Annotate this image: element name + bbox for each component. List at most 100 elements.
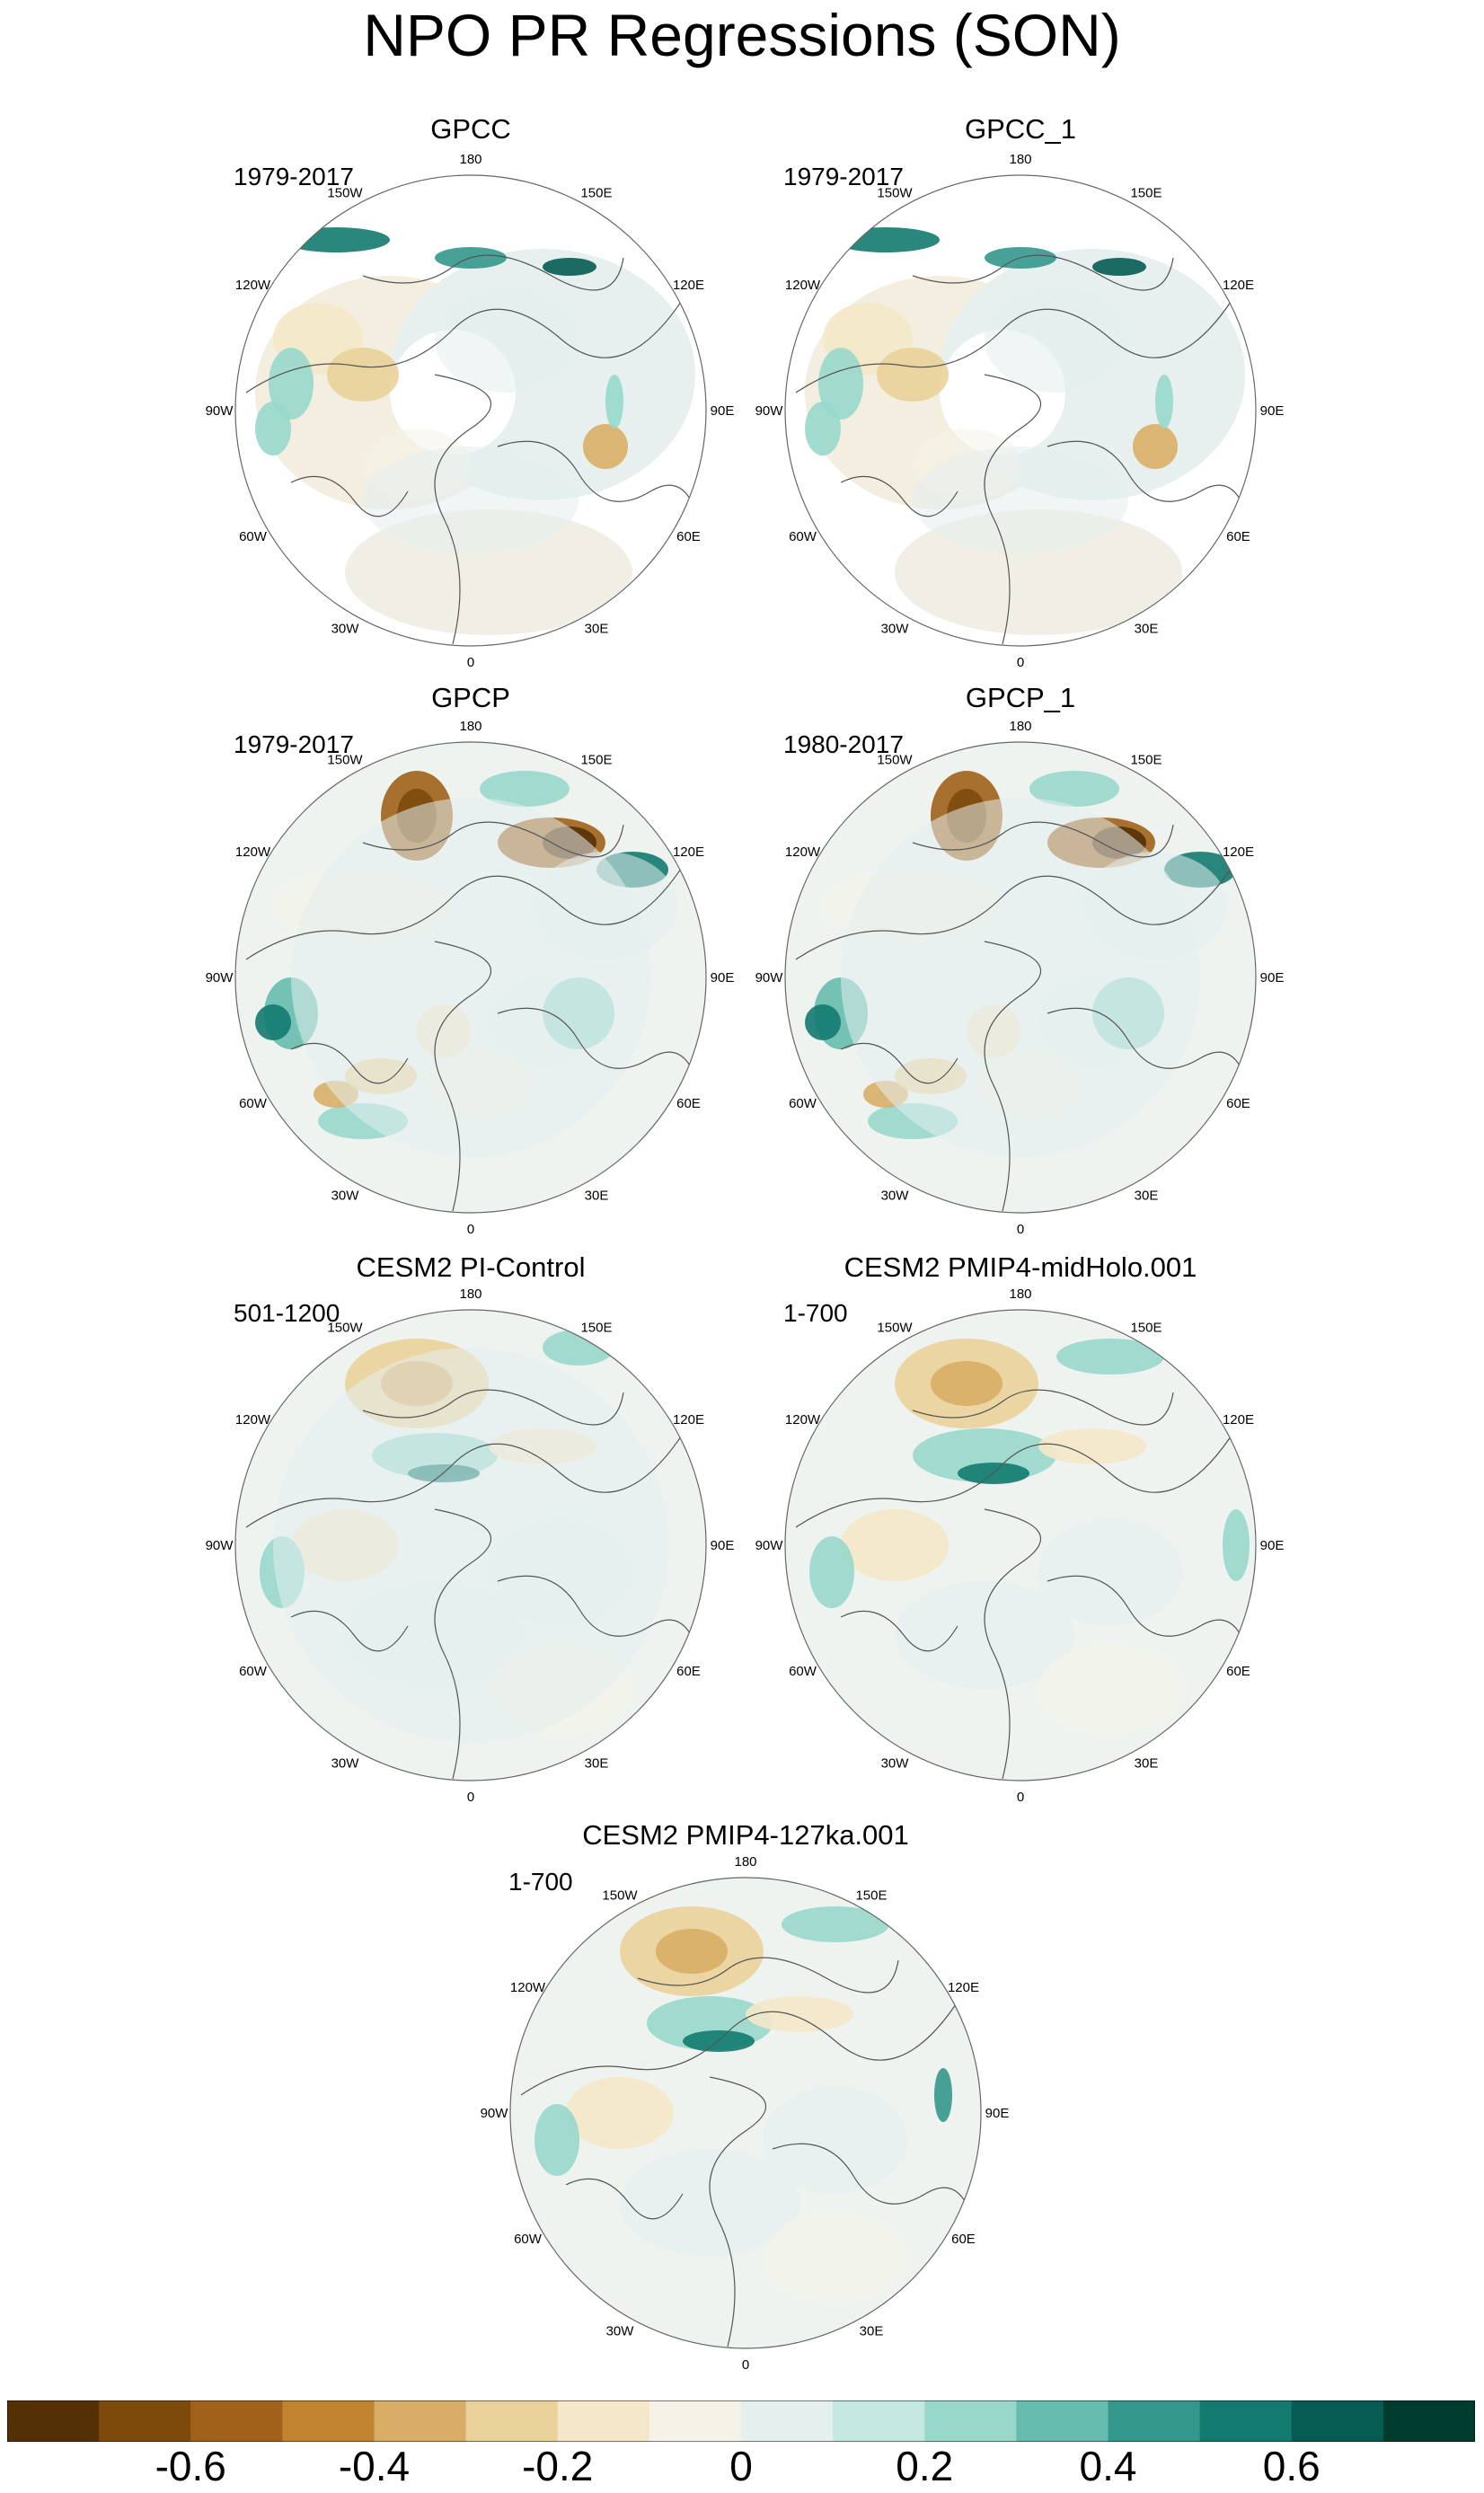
panel-period: 1979-2017 bbox=[234, 730, 354, 758]
longitude-label: 60E bbox=[1226, 529, 1250, 544]
anomaly-blob bbox=[1029, 771, 1119, 807]
colorbar-tick-label: 0.4 bbox=[1079, 2443, 1137, 2489]
panel-period: 501-1200 bbox=[234, 1299, 340, 1327]
panel-title: GPCC bbox=[430, 113, 511, 145]
panel-period: 1979-2017 bbox=[234, 163, 354, 190]
map-field bbox=[785, 175, 1256, 646]
colorbar-tick-label: -0.2 bbox=[522, 2443, 594, 2489]
longitude-label: 30E bbox=[1135, 1755, 1159, 1771]
longitude-label: 120E bbox=[948, 1980, 979, 1995]
map-boundary bbox=[509, 1877, 982, 2349]
anomaly-blob bbox=[566, 2077, 674, 2149]
panel-title: CESM2 PI-Control bbox=[356, 1251, 586, 1283]
coastline bbox=[290, 1042, 409, 1084]
colorbar bbox=[7, 2400, 1475, 2442]
colorbar-swatch bbox=[465, 2400, 559, 2442]
panel-period: 1979-2017 bbox=[783, 163, 904, 190]
longitude-label: 60W bbox=[239, 529, 268, 544]
colorbar-swatch bbox=[374, 2400, 467, 2442]
longitude-label: 0 bbox=[742, 2357, 749, 2373]
longitude-label: 30E bbox=[585, 1755, 609, 1771]
anomaly-blob bbox=[913, 446, 1128, 554]
anomaly-blob bbox=[1223, 1509, 1250, 1581]
longitude-label: 60W bbox=[514, 2232, 543, 2247]
anomaly-blob bbox=[255, 402, 291, 455]
coastline bbox=[245, 1428, 687, 1528]
map-boundary bbox=[234, 741, 707, 1214]
panel-period: 1980-2017 bbox=[783, 730, 904, 758]
coastline bbox=[912, 821, 1174, 858]
longitude-label: 30W bbox=[331, 1188, 360, 1203]
longitude-label: 90E bbox=[711, 970, 735, 986]
longitude-label: 150W bbox=[877, 753, 913, 768]
colorbar-swatch bbox=[190, 2400, 283, 2442]
coastline bbox=[565, 2178, 684, 2220]
longitude-label: 60E bbox=[676, 1664, 701, 1679]
coastline bbox=[497, 1007, 705, 1122]
longitude-label: 150W bbox=[877, 186, 913, 201]
coastline bbox=[362, 1389, 624, 1426]
coastline bbox=[984, 941, 1041, 1212]
longitude-label: 90W bbox=[481, 2106, 509, 2121]
coastline bbox=[840, 1042, 958, 1084]
longitude-label: 120E bbox=[673, 844, 704, 860]
anomaly-blob bbox=[273, 1348, 668, 1743]
longitude-label: 60E bbox=[1226, 1664, 1250, 1679]
longitude-label: 120W bbox=[235, 1412, 271, 1428]
coastline bbox=[912, 254, 1174, 291]
longitude-label: 60W bbox=[239, 1096, 268, 1111]
panel-period: 1-700 bbox=[783, 1299, 848, 1327]
longitude-label: 180 bbox=[734, 1854, 756, 1870]
colorbar-swatch bbox=[282, 2400, 375, 2442]
longitude-label: 120E bbox=[673, 1412, 704, 1428]
longitude-label: 150W bbox=[327, 1321, 363, 1336]
anomaly-blob bbox=[877, 348, 949, 402]
coastline bbox=[984, 1508, 1041, 1780]
longitude-label: 30E bbox=[860, 2323, 884, 2338]
map-boundary bbox=[234, 1309, 707, 1781]
longitude-label: 180 bbox=[1009, 719, 1031, 734]
anomaly-blob bbox=[656, 1929, 728, 1974]
longitude-label: 60E bbox=[1226, 1096, 1250, 1111]
colorbar-tick-label: -0.6 bbox=[155, 2443, 226, 2489]
longitude-label: 120E bbox=[1223, 278, 1254, 293]
anomaly-blob bbox=[931, 1361, 1003, 1406]
panel-title: CESM2 PMIP4-midHolo.001 bbox=[844, 1251, 1197, 1283]
longitude-label: 30E bbox=[585, 621, 609, 636]
colorbar-swatch bbox=[833, 2400, 925, 2442]
anomaly-blob bbox=[841, 1509, 949, 1581]
longitude-label: 90E bbox=[1260, 403, 1285, 419]
anomaly-blob bbox=[534, 2104, 579, 2176]
longitude-label: 90W bbox=[755, 970, 784, 986]
anomaly-blob bbox=[269, 348, 314, 420]
longitude-label: 120E bbox=[673, 278, 704, 293]
anomaly-blob bbox=[895, 1581, 1074, 1689]
coastline bbox=[795, 1428, 1237, 1528]
longitude-label: 150E bbox=[1130, 753, 1162, 768]
longitude-label: 60W bbox=[789, 1096, 817, 1111]
anomaly-blob bbox=[805, 1004, 841, 1040]
longitude-label: 90W bbox=[206, 1538, 234, 1553]
panel-title: GPCC_1 bbox=[964, 113, 1077, 145]
anomaly-blob bbox=[1056, 1339, 1164, 1375]
longitude-label: 120E bbox=[1223, 844, 1254, 860]
map-boundary bbox=[784, 174, 1257, 647]
longitude-label: 90E bbox=[1260, 1538, 1285, 1553]
longitude-label: 150W bbox=[327, 186, 363, 201]
longitude-label: 90E bbox=[1260, 970, 1285, 986]
longitude-label: 120W bbox=[510, 1980, 546, 1995]
coastline bbox=[290, 1610, 409, 1652]
coastline bbox=[772, 2143, 980, 2258]
colorbar-swatch bbox=[924, 2400, 1017, 2442]
longitude-label: 90E bbox=[711, 403, 735, 419]
anomaly-blob bbox=[255, 1004, 291, 1040]
longitude-label: 0 bbox=[1017, 655, 1024, 670]
colorbar-swatch bbox=[1108, 2400, 1201, 2442]
coastline bbox=[1047, 440, 1255, 555]
anomaly-blob bbox=[1038, 1428, 1146, 1464]
